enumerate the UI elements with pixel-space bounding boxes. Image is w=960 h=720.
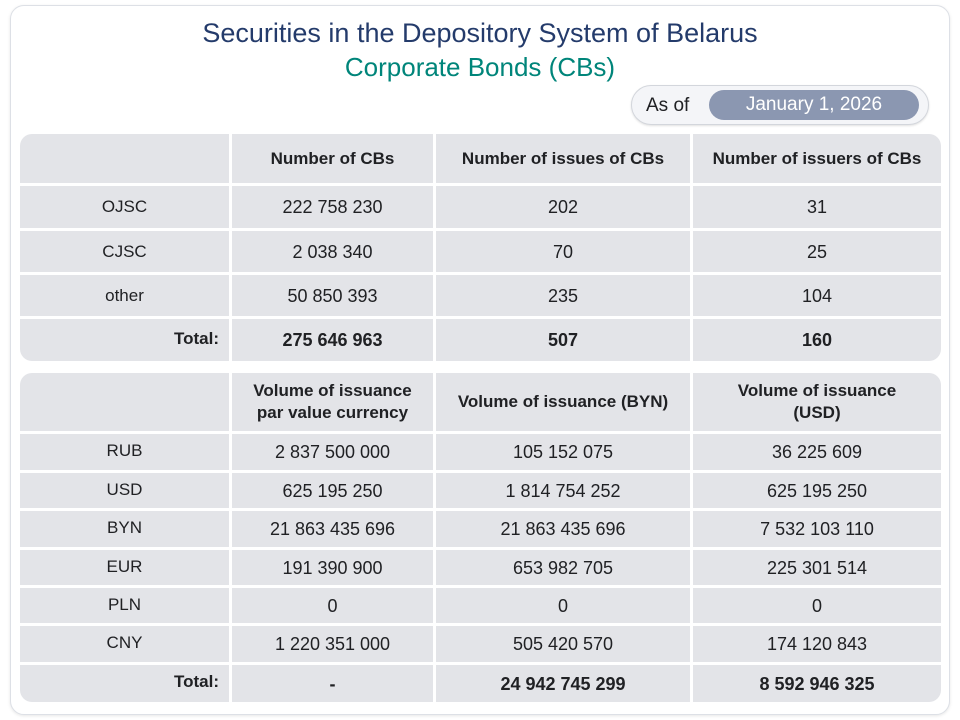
table-cell: 21 863 435 696 — [269, 519, 396, 539]
col-header-number-of-cbs: Number of CBs — [270, 148, 395, 168]
col-header-line: par value currency — [256, 403, 409, 422]
cb-count-table: Number of CBs Number of issues of CBs Nu… — [20, 134, 941, 361]
row-label-cny: CNY — [106, 633, 143, 652]
total-label: Total: — [173, 672, 219, 691]
row-label-other: other — [105, 285, 144, 305]
row-label-eur: EUR — [106, 556, 143, 576]
row-label-usd: USD — [106, 479, 143, 499]
table-cell: 235 — [547, 285, 579, 306]
table-cell: 625 195 250 — [766, 480, 868, 501]
as-of-label: As of — [646, 95, 690, 116]
total-label: Total: — [173, 329, 219, 348]
row-label-byn: BYN — [107, 518, 142, 537]
row-label-ojsc: OJSC — [101, 197, 148, 216]
table-cell: 0 — [811, 595, 822, 616]
page-subtitle: Corporate Bonds (CBs) — [344, 52, 616, 82]
table-cell: 2 837 500 000 — [274, 442, 391, 462]
as-of-date-selector[interactable]: As of January 1, 2026 — [631, 85, 929, 125]
table-cell: 0 — [557, 595, 568, 616]
report-card: Securities in the Depository System of B… — [10, 5, 950, 715]
table-cell: 50 850 393 — [287, 285, 378, 306]
col-header-line: Volume of issuance (BYN) — [457, 392, 669, 411]
col-header-line: (USD) — [793, 403, 841, 422]
total-cell: 275 646 963 — [282, 330, 383, 350]
table-cell: 225 301 514 — [766, 557, 868, 578]
page-title: Securities in the Depository System of B… — [202, 18, 758, 48]
table-cell: 104 — [801, 285, 833, 306]
total-cell: 8 592 946 325 — [759, 673, 875, 694]
col-header-volume-usd: Volume of issuance (USD) — [693, 373, 941, 431]
table-cell: 202 — [547, 197, 579, 217]
total-cell: 507 — [547, 330, 579, 350]
table-cell: 1 220 351 000 — [274, 634, 391, 654]
table-cell: 191 390 900 — [282, 557, 383, 578]
table-cell: 36 225 609 — [771, 442, 863, 462]
table-cell: 222 758 230 — [282, 197, 383, 217]
table-cell: 0 — [327, 595, 338, 616]
table-cell: 25 — [806, 241, 828, 262]
row-label-rub: RUB — [106, 441, 143, 460]
table-cell: 7 532 103 110 — [760, 519, 874, 539]
total-cell: 160 — [801, 330, 833, 350]
issuance-volume-table: Volume of issuance par value currency Vo… — [20, 373, 941, 702]
total-cell: - — [329, 673, 336, 694]
row-label-cjsc: CJSC — [102, 241, 147, 261]
table-cell: 105 152 075 — [512, 442, 614, 462]
as-of-date-button[interactable]: January 1, 2026 — [709, 90, 919, 120]
total-cell: 24 942 745 299 — [500, 673, 626, 694]
table-cell: 174 120 843 — [766, 634, 868, 654]
row-label-pln: PLN — [107, 594, 142, 614]
col-header-line: Volume of issuance — [253, 381, 412, 400]
table-cell: 505 420 570 — [512, 634, 614, 654]
table-cell: 70 — [552, 241, 574, 262]
col-header-volume-byn: Volume of issuance (BYN) — [436, 373, 690, 431]
table-cell: 31 — [806, 197, 828, 217]
table-cell: 625 195 250 — [282, 480, 383, 501]
col-header-number-of-issues: Number of issues of CBs — [461, 148, 665, 168]
col-header-number-of-issuers: Number of issuers of CBs — [712, 148, 922, 168]
table-cell: 653 982 705 — [512, 557, 614, 578]
col-header-line: Volume of issuance — [737, 381, 897, 400]
table-cell: 1 814 754 252 — [505, 480, 621, 501]
table-cell: 2 038 340 — [292, 241, 373, 262]
table-cell: 21 863 435 696 — [500, 519, 626, 539]
col-header-volume-par-currency: Volume of issuance par value currency — [232, 373, 433, 431]
